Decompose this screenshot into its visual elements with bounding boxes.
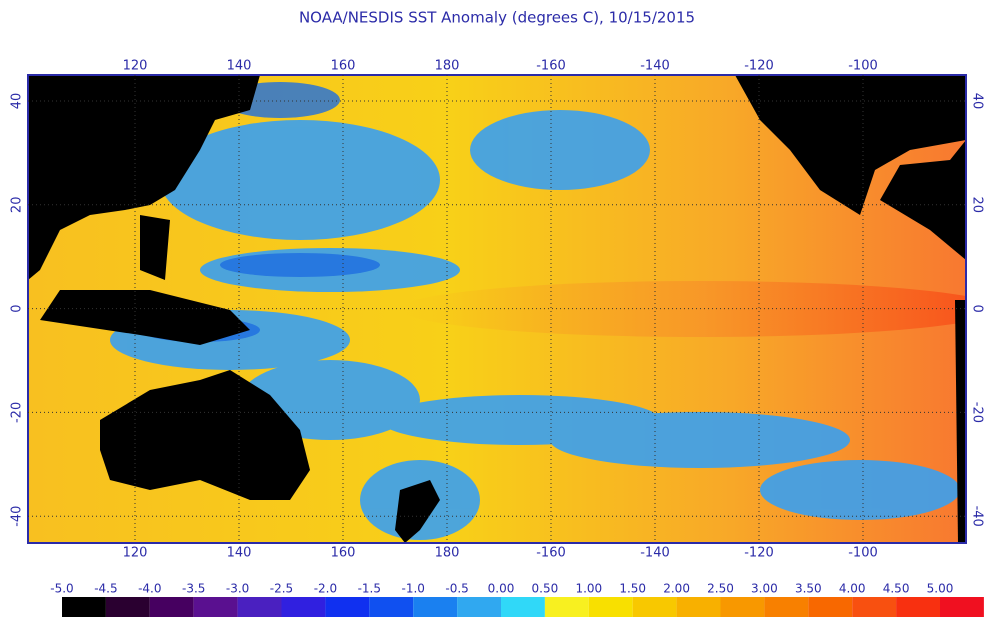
right-lat-label: 40 [970,93,985,110]
colorbar-swatch [588,597,633,617]
colorbar-swatch [501,597,545,617]
top-lon-label: 140 [227,59,252,74]
top-lon-label: 120 [123,59,148,74]
colorbar-label: -0.5 [445,582,468,596]
equatorial-warm-band [400,281,966,337]
colorbar-swatch [457,597,501,617]
top-lon-label: 160 [331,59,356,74]
colorbar-label: 5.00 [927,582,954,596]
colorbar-label: 1.50 [619,582,646,596]
colorbar-label: 2.50 [707,582,734,596]
colorbar-label: -2.0 [314,582,337,596]
left-lat-label: -20 [10,402,25,423]
colorbar-swatch [896,597,940,617]
colorbar-swatch [544,597,589,617]
colorbar-label: -3.0 [226,582,249,596]
colorbar-swatch [764,597,809,617]
top-lon-label: -160 [536,59,566,74]
right-lat-label: 0 [970,304,985,312]
colorbar-label: -1.5 [358,582,381,596]
colorbar-label: 3.50 [795,582,822,596]
colorbar-label: -2.5 [270,582,293,596]
left-lat-label: -40 [10,506,25,527]
colorbar-label: 4.50 [883,582,910,596]
top-lon-label: -100 [848,59,878,74]
right-lat-label: -40 [970,506,985,527]
title: NOAA/NESDIS SST Anomaly (degrees C), 10/… [299,9,695,27]
colorbar-swatch [105,597,150,617]
bottom-lon-label: -100 [848,546,878,561]
right-lat-label: -20 [970,402,985,423]
left-lat-label: 20 [10,197,25,214]
bottom-lon-label: -140 [640,546,670,561]
colorbar-label: 1.00 [575,582,602,596]
bottom-lon-label: -160 [536,546,566,561]
left-lat-label: 40 [10,93,25,110]
colorbar-swatch [676,597,721,617]
top-lon-label: -140 [640,59,670,74]
colorbar-label: 2.00 [663,582,690,596]
bottom-lon-label: 180 [435,546,460,561]
left-lat-label: 0 [10,304,25,312]
bottom-lon-label: -120 [744,546,774,561]
right-lat-label: 20 [970,197,985,214]
colorbar-swatch [940,597,984,617]
sst-map [28,75,966,543]
colorbar-label: -3.5 [182,582,205,596]
colorbar-swatch [237,597,282,617]
colorbar-swatch [369,597,414,617]
colorbar-swatch [62,597,106,617]
colorbar-swatch [632,597,677,617]
colorbar-swatch [193,597,238,617]
bottom-lon-label: 160 [331,546,356,561]
colorbar-label: 0.00 [488,582,515,596]
colorbar-swatch [413,597,458,617]
colorbar-swatch [852,597,897,617]
colorbar-label: 3.00 [751,582,778,596]
bottom-lon-label: 140 [227,546,252,561]
colorbar-label: 4.00 [839,582,866,596]
top-lon-label: -120 [744,59,774,74]
colorbar-label: -5.0 [50,582,73,596]
top-lon-label: 180 [435,59,460,74]
colorbar-swatch [149,597,194,617]
colorbar-swatch [720,597,765,617]
colorbar-label: -4.0 [138,582,161,596]
colorbar-swatch [325,597,370,617]
colorbar-swatch [281,597,326,617]
colorbar-label: -4.5 [94,582,117,596]
land [28,75,966,543]
bottom-lon-label: 120 [123,546,148,561]
colorbar-swatch [808,597,853,617]
colorbar-label: -1.0 [401,582,424,596]
colorbar-label: 0.50 [532,582,559,596]
